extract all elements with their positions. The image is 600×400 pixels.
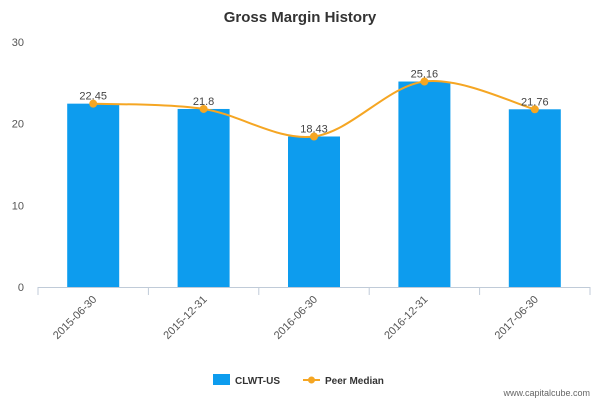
data-label: 18.43	[300, 123, 328, 135]
legend-label-clwt[interactable]: CLWT-US	[235, 376, 280, 387]
bar[interactable]	[508, 109, 561, 287]
data-label: 25.16	[411, 69, 439, 81]
y-tick-label: 10	[12, 200, 24, 212]
x-tick-label: 2015-06-30	[51, 294, 99, 342]
x-tick-label: 2015-12-31	[161, 294, 209, 342]
legend-swatch-peer-dot[interactable]	[308, 376, 315, 384]
y-axis: 0 10 20 30	[12, 37, 24, 294]
bar[interactable]	[398, 81, 451, 287]
peer-median-point[interactable]	[310, 132, 318, 141]
chart-title: Gross Margin History	[224, 9, 377, 26]
bar[interactable]	[288, 136, 340, 287]
peer-median-point[interactable]	[89, 99, 98, 108]
bar[interactable]	[67, 103, 120, 288]
y-tick-label: 20	[12, 119, 24, 131]
data-labels: 22.45 21.8 18.43 25.16 21.76	[79, 69, 548, 136]
x-axis: 2015-06-30 2015-12-31 2016-06-30 2016-12-31…	[37, 287, 591, 342]
bar[interactable]	[177, 108, 230, 287]
data-label: 21.8	[193, 96, 214, 108]
x-tick-label: 2016-12-31	[382, 294, 430, 342]
bar-series	[67, 81, 561, 288]
y-tick-label: 0	[18, 282, 24, 294]
x-tick-label: 2017-06-30	[493, 294, 541, 342]
peer-median-point[interactable]	[530, 105, 539, 114]
x-tick-label: 2016-06-30	[272, 294, 320, 342]
peer-median-series	[89, 77, 539, 141]
legend-label-peer[interactable]: Peer Median	[325, 376, 384, 387]
legend-swatch-clwt[interactable]	[213, 374, 230, 385]
watermark: www.capitalcube.com	[502, 388, 590, 398]
data-label: 22.45	[79, 91, 107, 103]
y-tick-label: 30	[12, 37, 24, 49]
peer-median-point[interactable]	[199, 104, 208, 113]
data-label: 21.76	[521, 96, 549, 108]
legend: CLWT-US Peer Median	[213, 374, 384, 387]
peer-median-point[interactable]	[420, 77, 429, 86]
